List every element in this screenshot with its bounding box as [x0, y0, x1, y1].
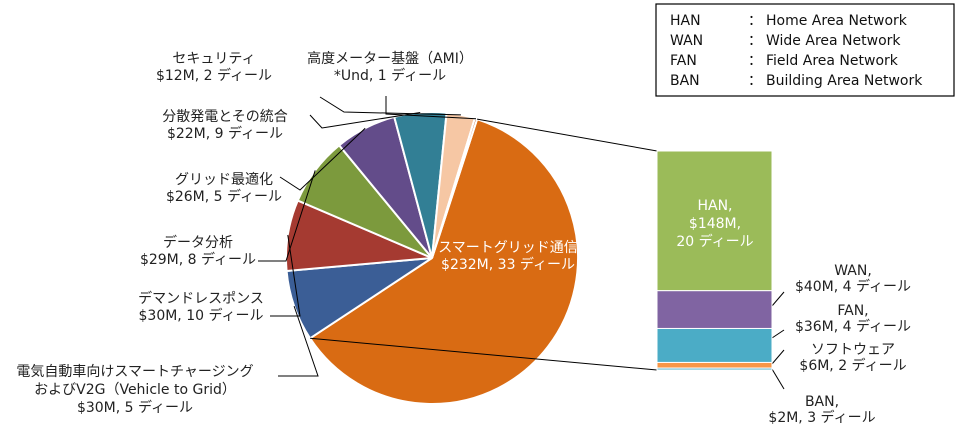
bar-segment-label: $2M, 3 ディール	[768, 409, 875, 426]
bar-segment-label: HAN,	[697, 198, 732, 214]
pie-to-bar-connectors	[310, 118, 658, 371]
legend-description: Field Area Network	[766, 53, 899, 69]
pie-slice	[308, 117, 579, 405]
leader-line	[385, 96, 477, 120]
pie-slice-label: セキュリティ	[172, 51, 255, 67]
pie-slice-label: $26M, 5 ディール	[166, 188, 282, 205]
legend-description: Building Area Network	[766, 73, 923, 89]
stacked-bar	[656, 150, 773, 371]
bar-segment	[656, 367, 773, 371]
pie-slice-label: $30M, 10 ディール	[139, 307, 264, 324]
pie-slice-label: $232M, 33 ディール	[441, 256, 575, 273]
leader-line	[309, 112, 421, 129]
bar-segment	[656, 327, 773, 363]
pie-slice-label: スマートグリッド通信	[438, 240, 578, 256]
leader-line	[258, 170, 316, 262]
pie-slice-label: $30M, 5 ディール	[77, 399, 193, 416]
legend-description: Home Area Network	[766, 13, 908, 29]
leader-line	[771, 349, 785, 365]
legend-separator: ：	[748, 73, 762, 89]
pie-slice-label: グリッド最適化	[175, 171, 273, 188]
legend-box	[655, 3, 955, 97]
legend-abbr: HAN	[670, 13, 701, 29]
pie-slice-label: 電気自動車向けスマートチャージング	[16, 363, 253, 380]
legend-separator: ：	[748, 13, 762, 29]
bar-segment-label: $36M, 4 ディール	[795, 318, 911, 335]
bar-segment-label: 20 ディール	[676, 233, 753, 250]
leader-line	[278, 305, 319, 377]
bar-segment-label: BAN,	[805, 394, 839, 410]
leader-lines	[258, 96, 785, 390]
data-labels: スマートグリッド通信$232M, 33 ディール電気自動車向けスマートチャージン…	[16, 50, 911, 426]
bar-segment-label: $148M,	[689, 216, 741, 232]
leader-line	[771, 368, 785, 390]
bar-segment-label: ソフトウェア	[811, 342, 895, 358]
pie-slice-label: 高度メーター基盤（AMI）	[307, 50, 473, 67]
pie-slice-label: およびV2G（Vehicle to Grid）	[34, 382, 236, 398]
leader-line	[771, 291, 785, 307]
legend-abbr: BAN	[670, 73, 700, 89]
bar-segment-label: FAN,	[837, 303, 868, 319]
pie-slice-label: $22M, 9 ディール	[167, 125, 283, 142]
leader-line	[270, 234, 301, 317]
legend-abbr: WAN	[670, 33, 703, 49]
pie-slice-label: $29M, 8 ディール	[140, 251, 256, 268]
pie-slice-label: データ分析	[163, 234, 233, 251]
pie-slice-label: *Und, 1 ディール	[334, 67, 446, 84]
bar-segment	[656, 361, 773, 369]
connector-line	[477, 118, 658, 152]
legend-description: Wide Area Network	[766, 33, 901, 49]
leader-line	[771, 329, 785, 339]
pie-slice-label: 分散発電とその統合	[162, 109, 288, 125]
bar-segment-label: $40M, 4 ディール	[795, 278, 911, 295]
bar-segment-label: $6M, 2 ディール	[799, 357, 906, 374]
pie-slice-label: デマンドレスポンス	[138, 290, 264, 307]
connector-line	[310, 337, 658, 371]
bar-segment	[656, 290, 773, 329]
bar-segment	[656, 150, 773, 292]
legend-abbr: FAN	[670, 53, 697, 69]
leader-line	[319, 96, 461, 116]
legend-separator: ：	[748, 53, 762, 69]
pie-slice-label: $12M, 2 ディール	[156, 67, 272, 84]
legend-separator: ：	[748, 33, 762, 49]
bar-segment-label: WAN,	[834, 263, 872, 279]
leader-line	[279, 127, 366, 191]
